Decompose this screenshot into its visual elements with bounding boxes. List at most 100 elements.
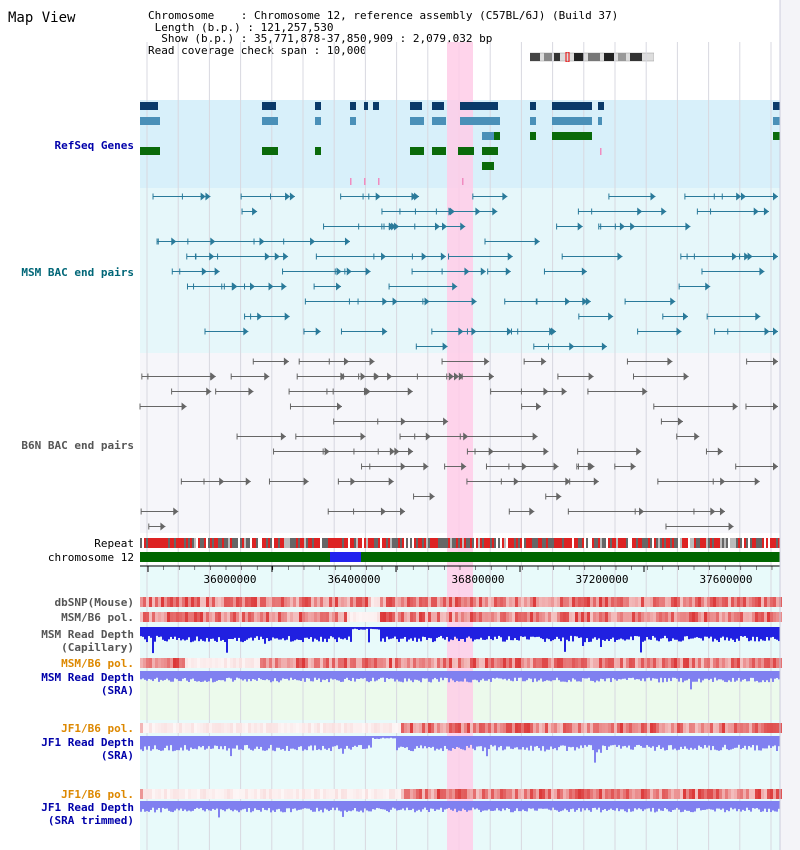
heat-cell <box>662 789 665 799</box>
heat-cell <box>245 723 248 733</box>
heat-cell <box>734 789 737 799</box>
depth-bar <box>392 627 394 639</box>
repeat-segment <box>604 538 606 548</box>
heat-cell <box>440 789 443 799</box>
chromosome-ideogram[interactable] <box>530 52 654 62</box>
repeat-track[interactable] <box>140 538 780 548</box>
b6n-bac-features[interactable] <box>139 357 778 531</box>
heat-cell <box>629 658 632 668</box>
depth-bar <box>366 736 368 749</box>
heat-cell <box>521 723 524 733</box>
depth-bar <box>654 671 656 679</box>
depth-bar <box>604 627 606 641</box>
depth-bar <box>284 671 286 679</box>
heat-cell <box>566 723 569 733</box>
depth-bar <box>692 736 694 750</box>
repeat-segment <box>314 538 316 548</box>
depth-bar <box>142 801 144 810</box>
gene-feature <box>552 132 592 140</box>
heat-cell <box>458 612 461 622</box>
heat-cell <box>656 723 659 733</box>
depth-bar <box>610 627 612 640</box>
depth-bar <box>448 627 450 642</box>
repeat-segment <box>244 538 246 548</box>
depth-bar <box>232 627 234 640</box>
repeat-segment <box>708 538 710 548</box>
depth-bar <box>334 627 336 640</box>
depth-bar <box>766 627 768 638</box>
gene-feature <box>350 117 356 125</box>
depth-bar <box>292 671 294 680</box>
depth-bar <box>578 801 580 809</box>
heat-cell <box>632 612 635 622</box>
depth-bar <box>188 801 190 811</box>
depth-bar <box>668 801 670 812</box>
depth-bar <box>754 801 756 809</box>
depth-bar <box>450 736 452 751</box>
depth-bar <box>262 801 264 808</box>
heat-cell <box>704 597 707 607</box>
depth-bar <box>458 627 460 641</box>
refseq-gene-features[interactable] <box>140 102 780 185</box>
depth-bar <box>614 801 616 811</box>
heat-cell <box>263 723 266 733</box>
repeat-segment <box>390 538 392 548</box>
depth-bar <box>224 671 226 682</box>
repeat-segment <box>712 538 714 548</box>
bac-end-arrow <box>764 327 770 336</box>
depth-bar <box>616 801 618 809</box>
heat-cell <box>335 658 338 668</box>
heat-cell <box>683 658 686 668</box>
heat-cell <box>512 789 515 799</box>
depth-bar <box>594 801 596 808</box>
depth-bar <box>468 801 470 811</box>
depth-bar <box>634 671 636 680</box>
heat-cell <box>227 723 230 733</box>
bac-end-arrow <box>248 387 254 396</box>
depth-bar <box>686 801 688 811</box>
heat-cell <box>677 658 680 668</box>
heat-cell <box>176 612 179 622</box>
heat-cell <box>383 789 386 799</box>
heat-cell <box>461 789 464 799</box>
heat-cell <box>269 723 272 733</box>
depth-bar <box>550 801 552 811</box>
repeat-segment <box>496 538 498 548</box>
depth-bar <box>594 736 596 763</box>
heat-cell <box>437 612 440 622</box>
heat-cell <box>188 723 191 733</box>
depth-bar <box>148 801 150 812</box>
repeat-segment <box>342 538 344 548</box>
gene-feature <box>432 117 446 125</box>
depth-bar <box>670 736 672 746</box>
depth-bar <box>210 801 212 811</box>
heat-cell <box>755 597 758 607</box>
heat-cell <box>653 658 656 668</box>
heat-cell <box>602 723 605 733</box>
chromosome-bar[interactable] <box>140 552 780 562</box>
selection-highlight[interactable] <box>447 42 473 850</box>
depth-bar <box>606 627 608 640</box>
depth-bar <box>556 801 558 811</box>
depth-bar <box>390 736 392 738</box>
heat-cell <box>299 597 302 607</box>
heat-cell <box>428 612 431 622</box>
depth-bar <box>146 671 148 681</box>
depth-bar <box>436 801 438 810</box>
vertical-scrollbar[interactable] <box>780 0 800 850</box>
bac-end-arrow <box>608 312 614 321</box>
repeat-segment <box>652 538 654 548</box>
depth-bar <box>602 671 604 680</box>
msm-bac-features[interactable] <box>152 192 778 351</box>
depth-bar <box>556 671 558 678</box>
depth-bar <box>374 671 376 682</box>
heat-cell <box>320 723 323 733</box>
depth-bar <box>616 671 618 681</box>
depth-bar <box>380 671 382 678</box>
heat-cell <box>386 612 389 622</box>
depth-bar <box>672 736 674 750</box>
depth-bar <box>526 671 528 681</box>
depth-bar <box>168 627 170 640</box>
heat-cell <box>179 723 182 733</box>
